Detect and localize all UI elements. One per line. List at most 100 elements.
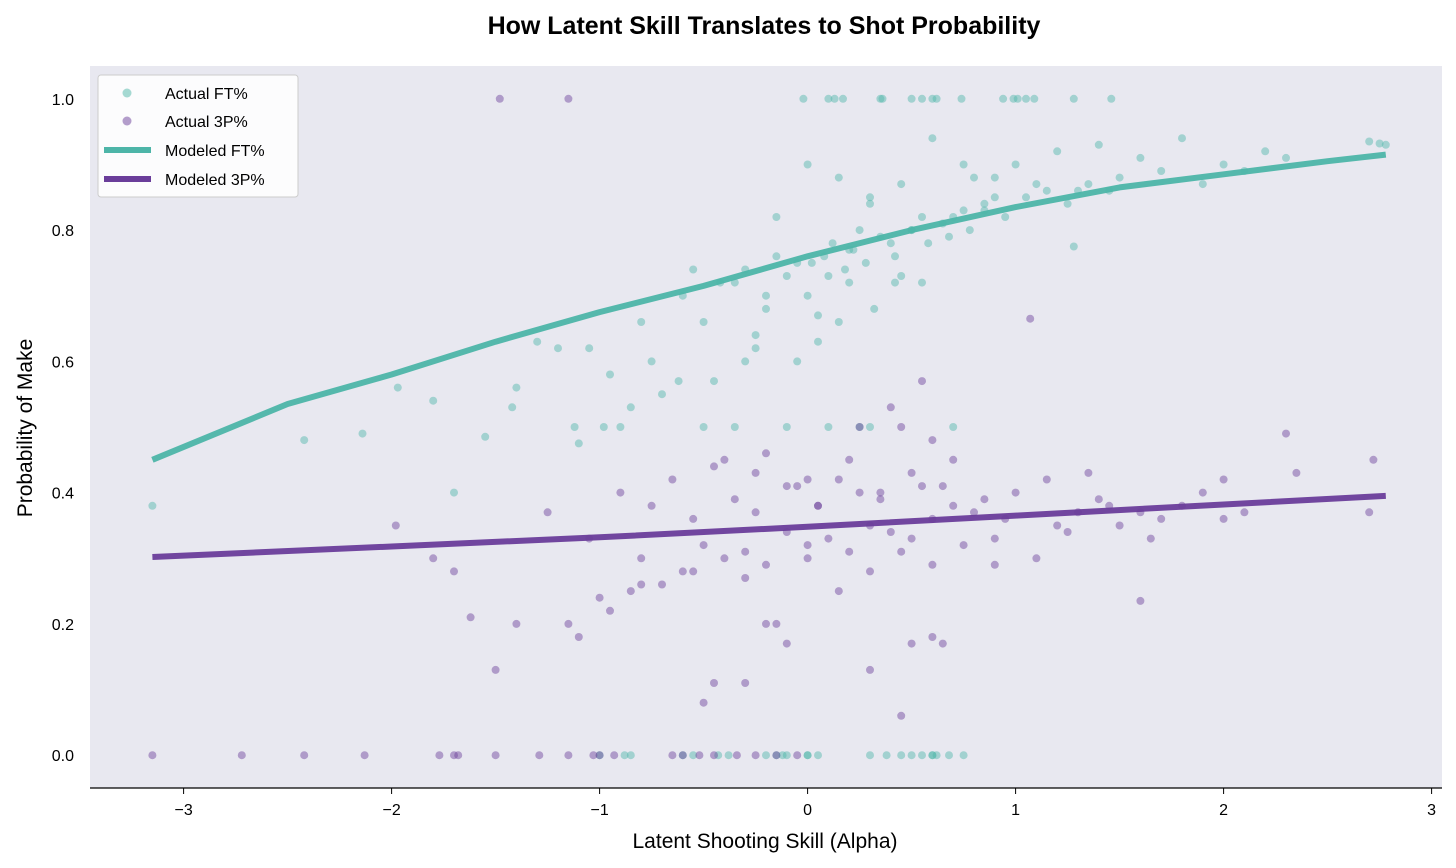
x-tick-label: 3	[1427, 802, 1436, 819]
point-actual-3p	[1032, 554, 1041, 563]
point-actual-ft	[882, 751, 891, 760]
point-actual-3p	[866, 665, 874, 674]
point-actual-3p	[1094, 495, 1103, 504]
point-actual-3p	[1115, 521, 1124, 530]
point-actual-3p	[762, 619, 770, 628]
point-actual-3p	[751, 751, 760, 760]
point-actual-ft	[300, 436, 309, 445]
point-actual-3p	[595, 751, 604, 760]
point-actual-ft	[1282, 153, 1290, 162]
point-actual-ft	[1107, 94, 1116, 103]
point-actual-ft	[148, 501, 157, 510]
point-actual-3p	[762, 449, 770, 458]
point-actual-3p	[710, 751, 718, 760]
point-actual-3p	[689, 514, 698, 523]
point-actual-ft	[803, 751, 812, 760]
point-actual-ft	[828, 239, 837, 248]
point-actual-ft	[782, 423, 791, 431]
point-actual-3p	[918, 377, 926, 386]
point-actual-3p	[626, 587, 635, 596]
point-actual-ft	[897, 180, 906, 189]
point-actual-ft	[866, 423, 874, 431]
point-actual-ft	[1136, 153, 1145, 162]
point-actual-ft	[626, 751, 635, 760]
point-actual-3p	[990, 534, 999, 543]
point-actual-ft	[393, 383, 402, 392]
point-actual-3p	[834, 475, 843, 484]
point-actual-ft	[907, 751, 916, 760]
point-actual-ft	[782, 272, 791, 280]
point-actual-ft	[599, 423, 608, 431]
point-actual-ft	[1365, 137, 1374, 146]
point-actual-ft	[841, 265, 849, 274]
point-actual-ft	[1178, 134, 1186, 143]
point-actual-3p	[751, 508, 760, 517]
point-actual-3p	[595, 593, 604, 602]
point-actual-3p	[876, 495, 885, 504]
point-actual-ft	[1115, 173, 1124, 182]
point-actual-ft	[897, 272, 906, 280]
point-actual-ft	[1084, 180, 1093, 189]
point-actual-3p	[886, 403, 895, 412]
point-actual-3p	[237, 751, 246, 760]
point-actual-ft	[533, 337, 542, 346]
legend-label-actual-3p: Actual 3P%	[165, 114, 248, 131]
point-actual-3p	[1240, 508, 1249, 517]
point-actual-3p	[668, 475, 677, 484]
point-actual-ft	[855, 423, 864, 431]
point-actual-ft	[918, 213, 926, 221]
point-actual-3p	[897, 423, 906, 431]
point-actual-ft	[772, 213, 781, 221]
y-tick-label: 0.8	[52, 223, 74, 240]
point-actual-3p	[918, 482, 926, 491]
point-actual-3p	[814, 501, 822, 510]
point-actual-ft	[807, 258, 816, 267]
point-actual-3p	[543, 508, 552, 517]
point-actual-ft	[689, 751, 698, 760]
point-actual-3p	[148, 751, 157, 760]
point-actual-3p	[1292, 468, 1301, 477]
point-actual-ft	[928, 134, 937, 143]
point-actual-3p	[928, 560, 937, 569]
legend-marker-actual-ft	[122, 88, 132, 98]
point-actual-ft	[866, 199, 874, 208]
point-actual-ft	[714, 751, 723, 760]
point-actual-3p	[732, 751, 741, 760]
point-actual-3p	[495, 94, 504, 103]
point-actual-ft	[658, 390, 666, 399]
point-actual-3p	[855, 488, 864, 497]
point-actual-3p	[360, 751, 369, 760]
point-actual-3p	[1282, 429, 1290, 438]
point-actual-ft	[886, 239, 895, 248]
point-actual-ft	[730, 423, 739, 431]
y-tick-label: 0.6	[52, 354, 74, 371]
point-actual-ft	[1157, 167, 1166, 175]
point-actual-ft	[1381, 140, 1390, 149]
point-actual-ft	[429, 396, 438, 405]
point-actual-ft	[1375, 139, 1384, 148]
point-actual-ft	[751, 331, 760, 340]
point-actual-ft	[959, 206, 968, 215]
point-actual-ft	[1009, 94, 1018, 103]
point-actual-3p	[866, 567, 874, 576]
point-actual-3p	[1053, 521, 1062, 530]
legend-box	[97, 74, 299, 198]
point-actual-ft	[834, 318, 843, 326]
point-actual-3p	[450, 751, 458, 760]
point-actual-ft	[678, 751, 687, 760]
line-modeled-ft	[151, 151, 1387, 463]
y-axis-label: Probability of Make	[14, 339, 37, 518]
point-actual-3p	[751, 468, 760, 477]
point-actual-ft	[778, 751, 787, 760]
point-actual-ft	[1261, 147, 1270, 156]
point-actual-3p	[695, 751, 704, 760]
y-tick-label: 0.2	[52, 617, 74, 634]
x-tick-label: −2	[382, 802, 400, 819]
point-actual-ft	[724, 751, 733, 760]
point-actual-3p	[1219, 514, 1228, 523]
point-actual-3p	[564, 94, 573, 103]
x-tick-label: −1	[590, 802, 608, 819]
point-actual-3p	[928, 633, 937, 641]
point-actual-3p	[897, 547, 906, 556]
point-actual-ft	[699, 423, 708, 431]
